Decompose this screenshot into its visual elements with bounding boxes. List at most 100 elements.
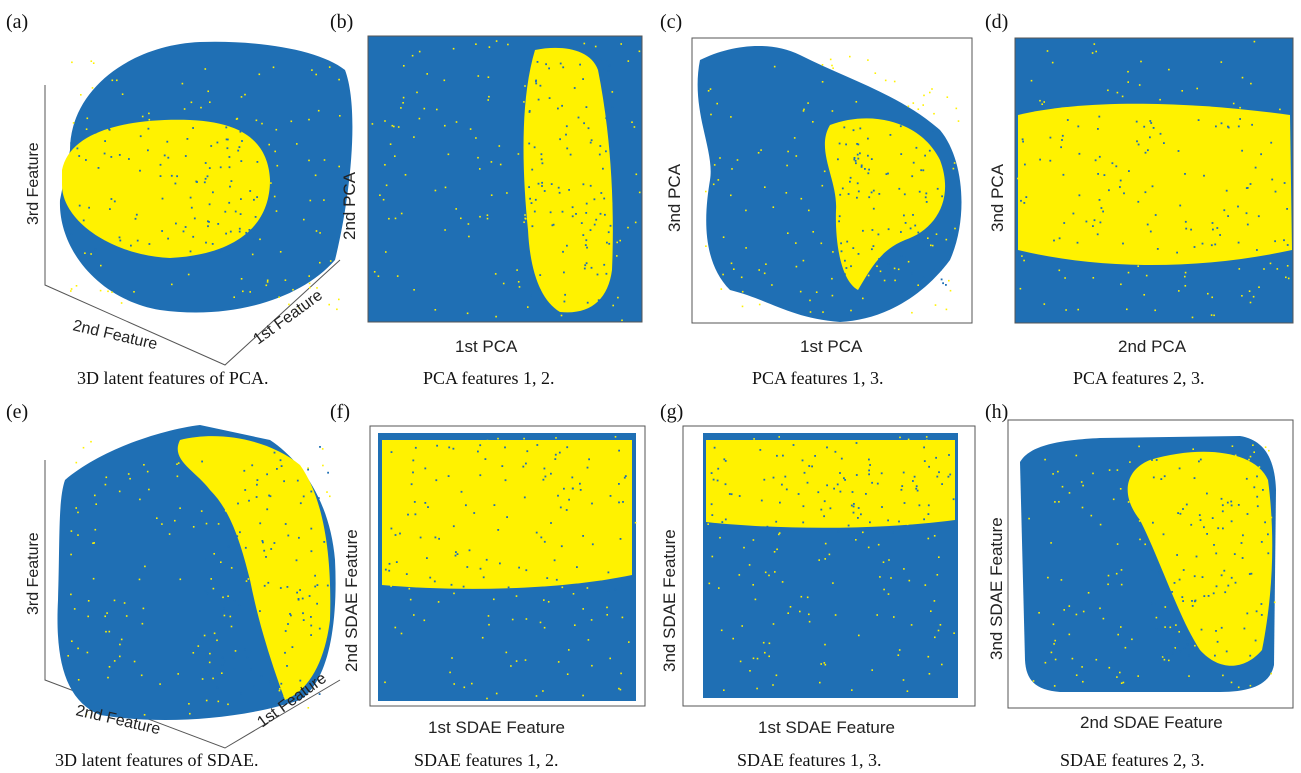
scatter-point-minority: [466, 483, 469, 486]
scatter-point-majority: [1274, 190, 1277, 193]
scatter-point-minority: [209, 652, 211, 655]
scatter-point-majority: [903, 193, 906, 196]
scatter-point-majority: [852, 129, 855, 132]
scatter-point-majority: [192, 127, 194, 129]
scatter-point-minority: [1116, 543, 1119, 545]
scatter-point-minority: [573, 259, 576, 262]
scatter-point-minority: [601, 291, 603, 294]
scatter-point-majority: [204, 162, 207, 164]
scatter-point-majority: [104, 140, 106, 142]
scatter-point-majority: [424, 467, 427, 470]
scatter-point-minority: [955, 107, 958, 110]
scatter-point-majority: [1237, 125, 1240, 128]
scatter-point-minority: [240, 96, 243, 98]
scatter-point-minority: [466, 312, 469, 315]
scatter-point-majority: [221, 656, 224, 659]
scatter-point-minority: [396, 275, 399, 277]
scatter-point-minority: [404, 174, 407, 176]
scatter-point-majority: [550, 472, 552, 475]
scatter-point-majority: [1190, 228, 1192, 231]
scatter-point-minority: [912, 102, 915, 104]
scatter-point-majority: [926, 531, 929, 534]
scatter-point-minority: [953, 632, 955, 634]
panel-c-ylabel: 3nd PCA: [665, 163, 684, 232]
scatter-point-minority: [728, 466, 731, 468]
scatter-point-majority: [246, 131, 249, 134]
scatter-point-majority: [212, 191, 214, 194]
scatter-point-majority: [1151, 569, 1153, 571]
scatter-point-minority: [638, 191, 641, 194]
scatter-point-majority: [585, 106, 588, 108]
scatter-point-minority: [308, 275, 310, 277]
scatter-point-majority: [609, 224, 612, 227]
scatter-point-minority: [220, 561, 222, 563]
scatter-point-majority: [1249, 183, 1252, 185]
scatter-point-majority: [253, 238, 256, 240]
scatter-point-minority: [385, 184, 388, 187]
scatter-point-majority: [94, 248, 97, 251]
scatter-point-minority: [67, 655, 69, 657]
scatter-point-minority: [124, 228, 127, 231]
scatter-point-minority: [1268, 449, 1270, 452]
scatter-point-minority: [1164, 526, 1167, 529]
scatter-point-minority: [1068, 605, 1071, 607]
scatter-point-majority: [1221, 504, 1224, 507]
scatter-point-majority: [930, 530, 933, 533]
scatter-point-majority: [580, 222, 583, 224]
scatter-point-majority: [1152, 127, 1155, 129]
scatter-point-majority: [1246, 612, 1249, 615]
scatter-point-majority: [438, 537, 440, 540]
scatter-point-minority: [740, 276, 743, 279]
scatter-point-minority: [862, 531, 864, 534]
scatter-point-minority: [90, 440, 92, 443]
scatter-point-minority: [1249, 586, 1251, 588]
scatter-point-minority: [1054, 658, 1057, 661]
scatter-point-minority: [118, 490, 121, 493]
scatter-point-minority: [245, 580, 248, 582]
scatter-point-majority: [1188, 654, 1190, 657]
scatter-point-majority: [1215, 585, 1218, 588]
panel-d-letter: (d): [985, 11, 1008, 33]
scatter-point-majority: [310, 624, 313, 627]
scatter-point-minority: [443, 79, 446, 82]
scatter-point-majority: [868, 196, 871, 199]
scatter-point-minority: [898, 649, 901, 651]
scatter-point-majority: [1060, 146, 1062, 149]
scatter-point-majority: [1150, 602, 1153, 605]
scatter-point-majority: [1267, 552, 1270, 555]
scatter-point-majority: [840, 242, 842, 245]
scatter-point-minority: [802, 259, 805, 262]
scatter-point-minority: [787, 232, 789, 234]
scatter-point-majority: [855, 442, 858, 444]
scatter-point-majority: [911, 175, 914, 178]
scatter-point-majority: [238, 146, 241, 148]
scatter-point-minority: [574, 624, 576, 626]
scatter-point-majority: [326, 584, 329, 587]
scatter-point-minority: [484, 519, 486, 521]
scatter-point-majority: [713, 446, 716, 449]
scatter-point-majority: [870, 191, 873, 194]
scatter-point-majority: [1151, 459, 1153, 461]
scatter-point-majority: [536, 444, 539, 446]
scatter-point-majority: [1220, 497, 1223, 500]
scatter-point-majority: [834, 450, 837, 453]
scatter-point-majority: [583, 267, 586, 270]
scatter-point-minority: [288, 303, 290, 306]
scatter-point-minority: [148, 112, 150, 115]
scatter-point-majority: [1144, 191, 1147, 194]
scatter-point-majority: [1201, 242, 1204, 245]
scatter-point-majority: [1190, 523, 1193, 526]
scatter-point-minority: [575, 126, 577, 128]
scatter-point-minority: [1120, 569, 1123, 571]
scatter-point-majority: [1193, 477, 1196, 479]
scatter-point-minority: [1115, 572, 1118, 575]
scatter-point-majority: [872, 207, 875, 210]
scatter-point-majority: [540, 158, 543, 161]
scatter-point-majority: [70, 233, 73, 236]
scatter-point-minority: [254, 177, 257, 179]
scatter-point-majority: [249, 190, 252, 192]
scatter-point-majority: [537, 98, 540, 101]
scatter-point-majority: [256, 479, 259, 481]
scatter-point-majority: [843, 126, 846, 129]
scatter-point-majority: [840, 457, 843, 460]
